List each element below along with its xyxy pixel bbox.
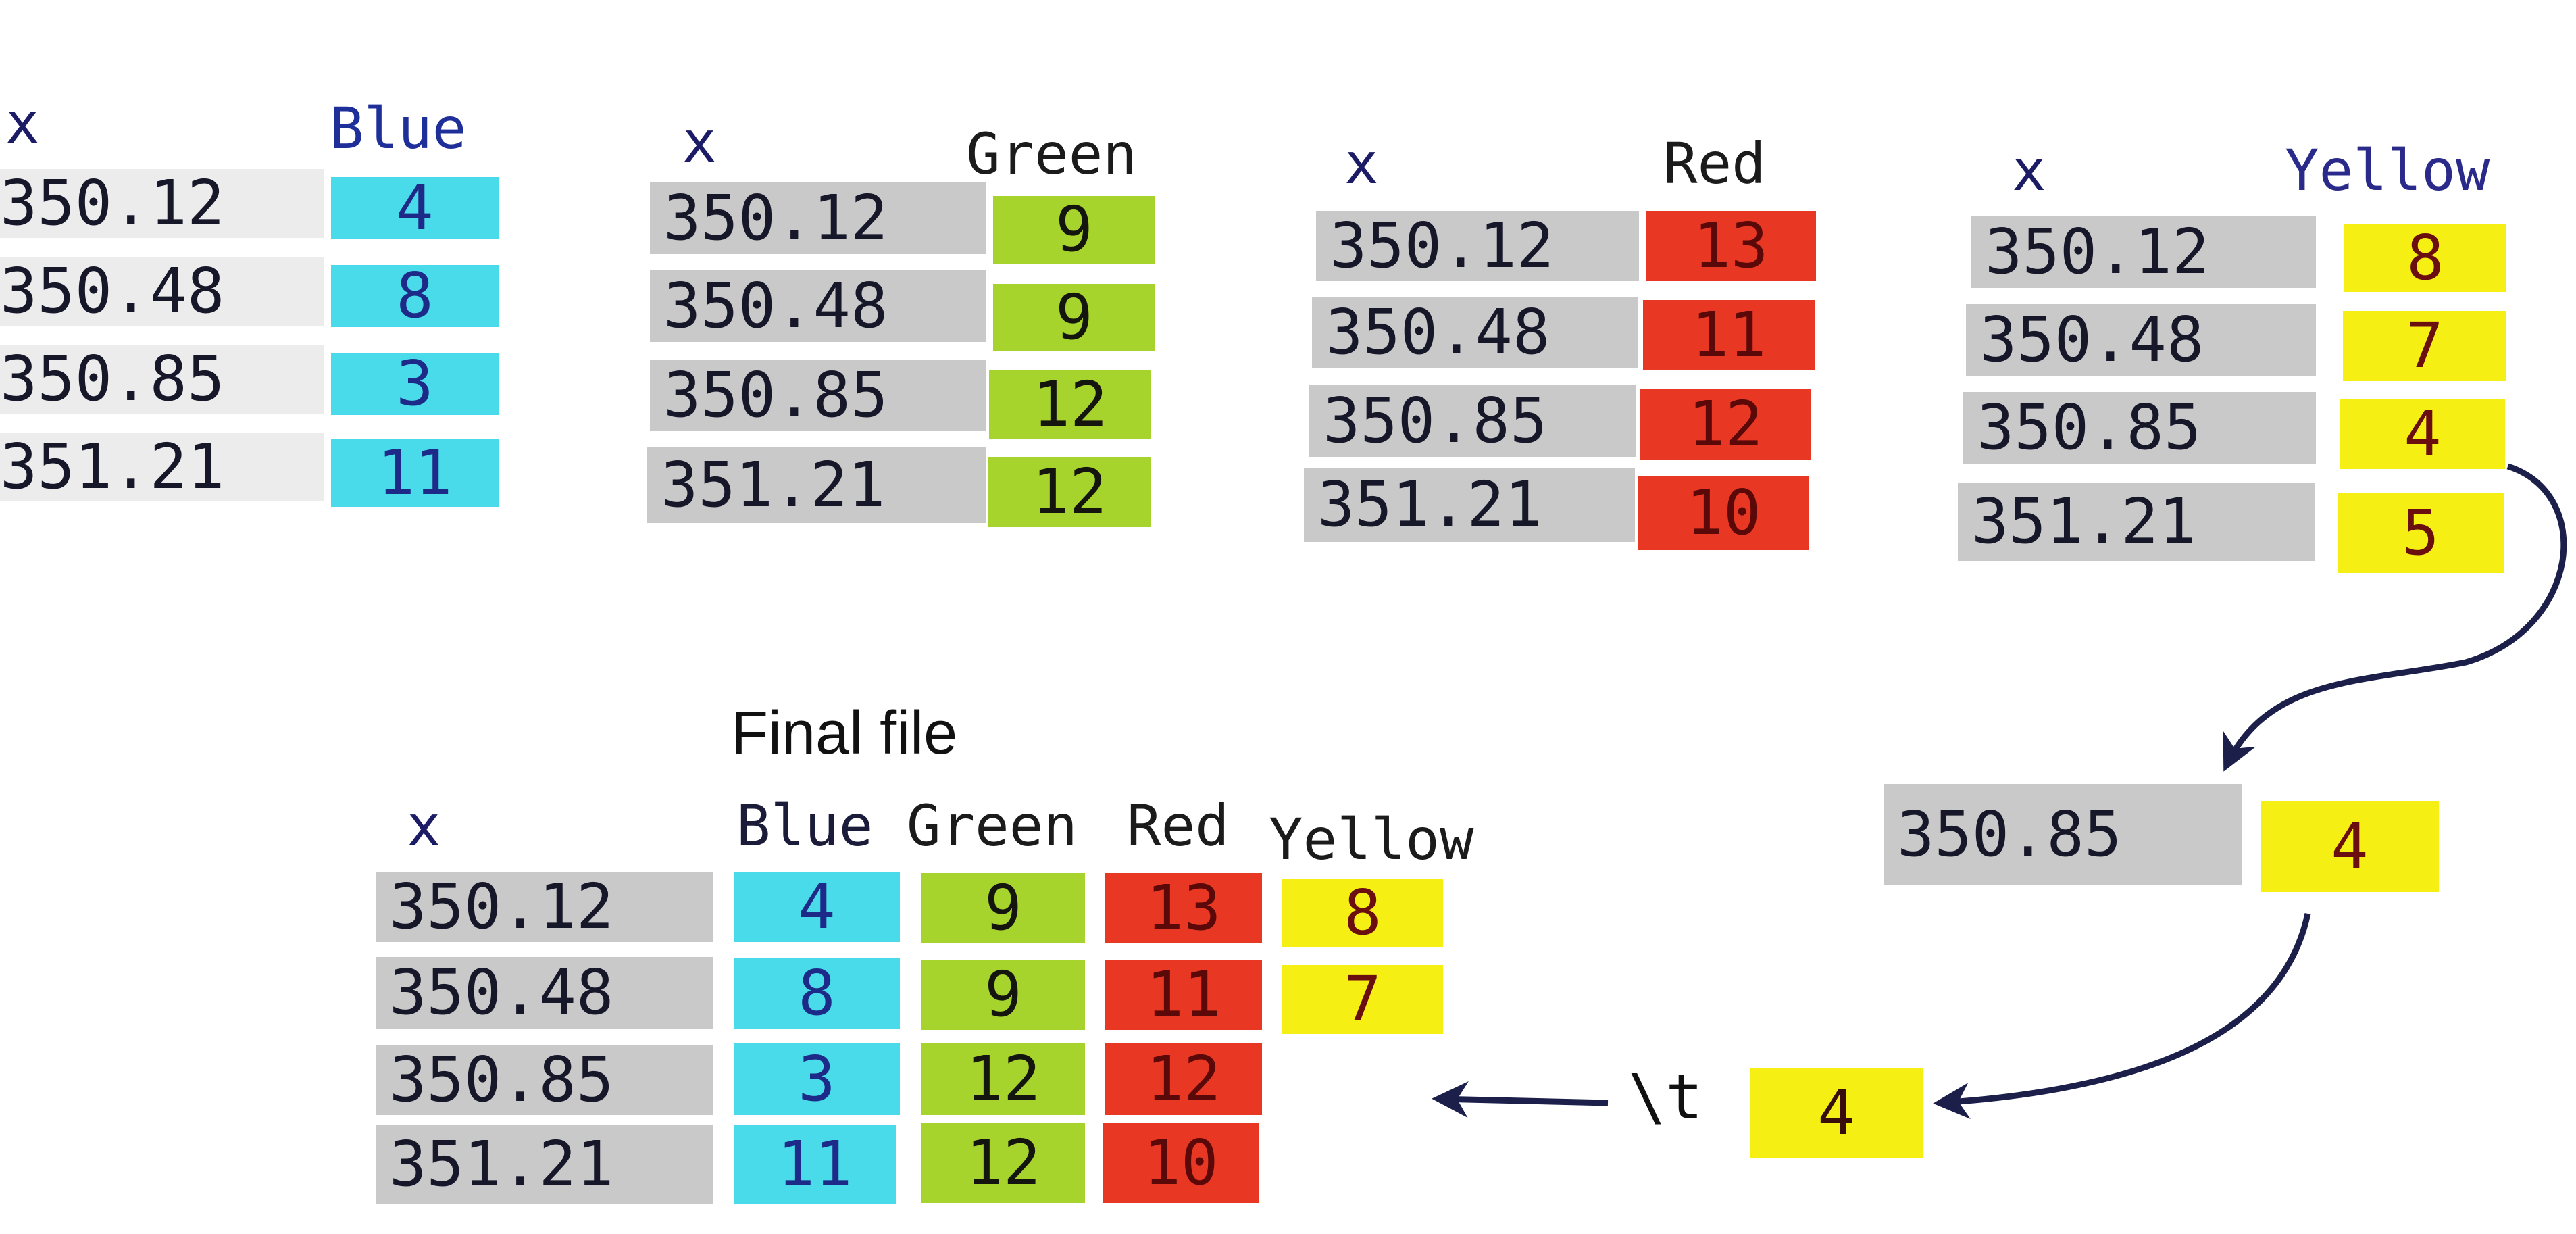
- red-table-x-cell: 351.21: [1304, 468, 1635, 542]
- yellow-table-x-cell: 350.85: [1963, 392, 2316, 464]
- final-file-green-cell: 12: [921, 1043, 1085, 1115]
- yellow-table-x-cell: 351.21: [1958, 483, 2315, 561]
- tab-step-value-cell: 4: [1750, 1068, 1923, 1158]
- final-file-x-cell: 350.12: [376, 872, 713, 942]
- final-file-red-cell: 12: [1105, 1043, 1262, 1115]
- blue-table-x-cell: 350.85: [0, 345, 324, 414]
- blue-table-value-cell: 11: [331, 439, 499, 507]
- final-file-blue-cell: 3: [734, 1043, 900, 1115]
- final-file-x-cell: 350.48: [376, 957, 713, 1029]
- final-file-green-cell: 9: [921, 960, 1085, 1030]
- tab-separator-label: \t: [1628, 1061, 1703, 1133]
- final-file-title: Final file: [731, 699, 958, 767]
- red-table-x-cell: 350.12: [1316, 211, 1639, 281]
- final-file-blue-header: Blue: [736, 793, 874, 859]
- final-file-red-header: Red: [1127, 793, 1230, 859]
- green-table-value-cell: 9: [993, 196, 1155, 264]
- red-table-x-header: x: [1344, 130, 1379, 197]
- final-file-red-cell: 10: [1103, 1123, 1259, 1203]
- final-file-blue-cell: 8: [734, 958, 900, 1029]
- final-file-blue-cell: 4: [734, 872, 900, 942]
- red-table-red-header: Red: [1663, 130, 1766, 197]
- green-table-value-cell: 12: [989, 370, 1151, 439]
- final-file-x-header: x: [407, 793, 441, 859]
- yellow-table-value-cell: 7: [2343, 311, 2506, 381]
- yellow-table-x-cell: 350.12: [1971, 216, 2316, 288]
- final-file-x-cell: 350.85: [376, 1045, 713, 1115]
- blue-table-x-cell: 350.12: [0, 169, 324, 238]
- red-table-value-cell: 13: [1646, 211, 1816, 281]
- red-table-x-cell: 350.85: [1309, 385, 1636, 457]
- final-file-green-cell: 12: [921, 1123, 1085, 1203]
- final-file-blue-cell: 11: [734, 1125, 896, 1204]
- final-file-yellow-cell: 7: [1282, 965, 1443, 1034]
- red-table-x-cell: 350.48: [1312, 297, 1638, 368]
- blue-table-value-cell: 8: [331, 265, 499, 327]
- final-file-red-cell: 13: [1105, 873, 1262, 943]
- green-table-x-cell: 350.48: [650, 270, 986, 342]
- blue-table-blue-header: Blue: [330, 95, 467, 162]
- extracted-x-cell: 350.85: [1884, 784, 2242, 885]
- arrow-extracted-to-tab-value: [1933, 913, 2311, 1120]
- red-table-value-cell: 11: [1643, 300, 1815, 370]
- red-table-value-cell: 10: [1638, 476, 1809, 550]
- final-file-green-header: Green: [907, 793, 1078, 859]
- yellow-table-value-cell: 8: [2344, 224, 2506, 292]
- green-table-value-cell: 12: [988, 457, 1151, 527]
- blue-table-x-cell: 350.48: [0, 257, 324, 326]
- blue-table-value-cell: 3: [331, 353, 499, 415]
- yellow-table-x-cell: 350.48: [1966, 304, 2316, 376]
- green-table-value-cell: 9: [993, 284, 1155, 351]
- green-table-x-cell: 351.21: [647, 447, 986, 523]
- final-file-red-cell: 11: [1105, 960, 1262, 1030]
- extracted-value-cell: 4: [2261, 801, 2439, 892]
- final-file-green-cell: 9: [921, 873, 1085, 943]
- final-file-x-cell: 351.21: [376, 1125, 713, 1204]
- red-table-value-cell: 12: [1640, 389, 1811, 460]
- yellow-table-x-header: x: [2012, 137, 2046, 203]
- green-table-x-cell: 350.12: [650, 182, 986, 254]
- green-table-x-cell: 350.85: [650, 360, 986, 431]
- arrow-tab-to-final-file: [1432, 1081, 1609, 1118]
- final-file-yellow-header: Yellow: [1269, 806, 1474, 872]
- blue-table-x-header: x: [5, 90, 40, 156]
- final-file-yellow-cell: 8: [1282, 879, 1443, 947]
- green-table-x-header: x: [682, 109, 717, 175]
- blue-table-value-cell: 4: [331, 177, 499, 239]
- green-table-green-header: Green: [966, 121, 1137, 187]
- arrow-yellow-to-extracted: [2223, 463, 2567, 772]
- yellow-table-value-cell: 5: [2338, 493, 2504, 573]
- yellow-table-value-cell: 4: [2340, 399, 2505, 469]
- yellow-table-yellow-header: Yellow: [2285, 137, 2490, 203]
- blue-table-x-cell: 351.21: [0, 433, 324, 501]
